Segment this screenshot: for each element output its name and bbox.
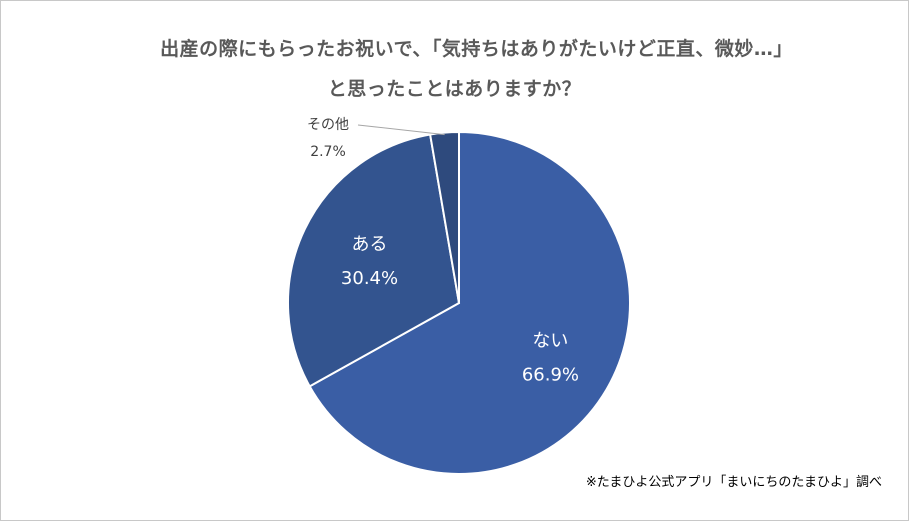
pie-labels: ない 66.9% ある 30.4% その他 2.7%	[307, 117, 579, 386]
source-note: ※たまひよ公式アプリ「まいにちのたまひよ」調べ	[585, 475, 882, 490]
slice-value-1: 30.4%	[341, 268, 398, 289]
slice-label-0: ない	[532, 331, 568, 352]
pie-slices	[287, 130, 631, 475]
pie-slice-1	[287, 133, 461, 388]
chart-title-line-2: と思ったことはありますか？	[327, 78, 582, 100]
leader-line-2	[357, 124, 445, 136]
slice-label-2: その他	[307, 117, 349, 133]
slice-label-1: ある	[352, 234, 388, 255]
pie-slice-0	[308, 130, 631, 475]
pie-slice-2	[428, 130, 460, 304]
chart-title-line-1: 出産の際にもらったお祝いで、「気持ちはありがたいけど正直、微妙…」	[160, 38, 793, 60]
slice-value-0: 66.9%	[522, 365, 579, 386]
slice-value-2: 2.7%	[310, 144, 346, 160]
